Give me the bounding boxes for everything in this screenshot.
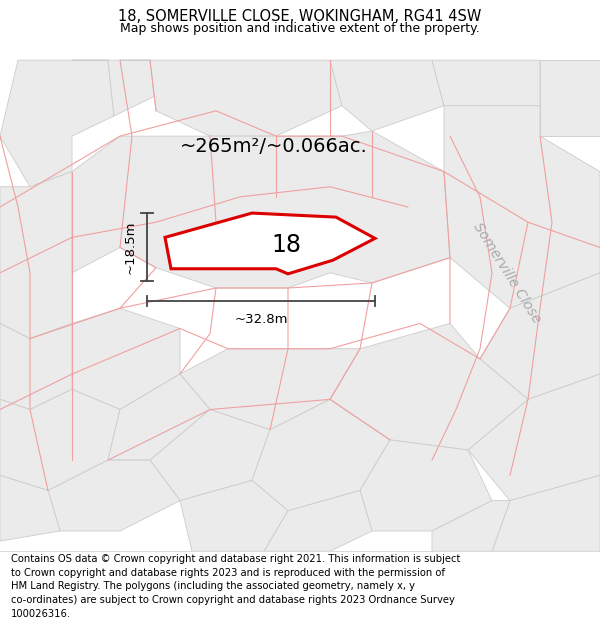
- Polygon shape: [0, 475, 60, 541]
- Polygon shape: [444, 106, 600, 308]
- Polygon shape: [150, 409, 270, 501]
- Polygon shape: [108, 374, 210, 460]
- Polygon shape: [432, 60, 540, 126]
- Text: ~18.5m: ~18.5m: [124, 221, 137, 274]
- Text: Somerville Close: Somerville Close: [470, 220, 544, 326]
- Polygon shape: [252, 399, 390, 511]
- Polygon shape: [0, 171, 72, 339]
- Text: ~32.8m: ~32.8m: [234, 313, 288, 326]
- Polygon shape: [72, 308, 180, 409]
- Polygon shape: [0, 324, 72, 409]
- Polygon shape: [360, 440, 492, 531]
- Polygon shape: [492, 475, 600, 551]
- Polygon shape: [120, 60, 342, 136]
- Polygon shape: [330, 60, 444, 131]
- Polygon shape: [165, 213, 375, 274]
- Text: 18: 18: [271, 232, 302, 257]
- Polygon shape: [468, 374, 600, 501]
- Polygon shape: [432, 501, 510, 551]
- Polygon shape: [0, 389, 120, 491]
- Polygon shape: [180, 349, 360, 430]
- Polygon shape: [480, 272, 600, 399]
- Polygon shape: [72, 60, 156, 116]
- Polygon shape: [540, 60, 600, 136]
- Polygon shape: [264, 491, 372, 551]
- Text: ~265m²/~0.066ac.: ~265m²/~0.066ac.: [180, 137, 368, 156]
- Polygon shape: [48, 460, 180, 531]
- Text: Contains OS data © Crown copyright and database right 2021. This information is : Contains OS data © Crown copyright and d…: [11, 554, 460, 619]
- Text: 18, SOMERVILLE CLOSE, WOKINGHAM, RG41 4SW: 18, SOMERVILLE CLOSE, WOKINGHAM, RG41 4S…: [118, 9, 482, 24]
- Polygon shape: [72, 131, 450, 288]
- Text: Map shows position and indicative extent of the property.: Map shows position and indicative extent…: [120, 22, 480, 35]
- Polygon shape: [0, 60, 114, 187]
- Polygon shape: [180, 481, 288, 551]
- Polygon shape: [330, 324, 528, 450]
